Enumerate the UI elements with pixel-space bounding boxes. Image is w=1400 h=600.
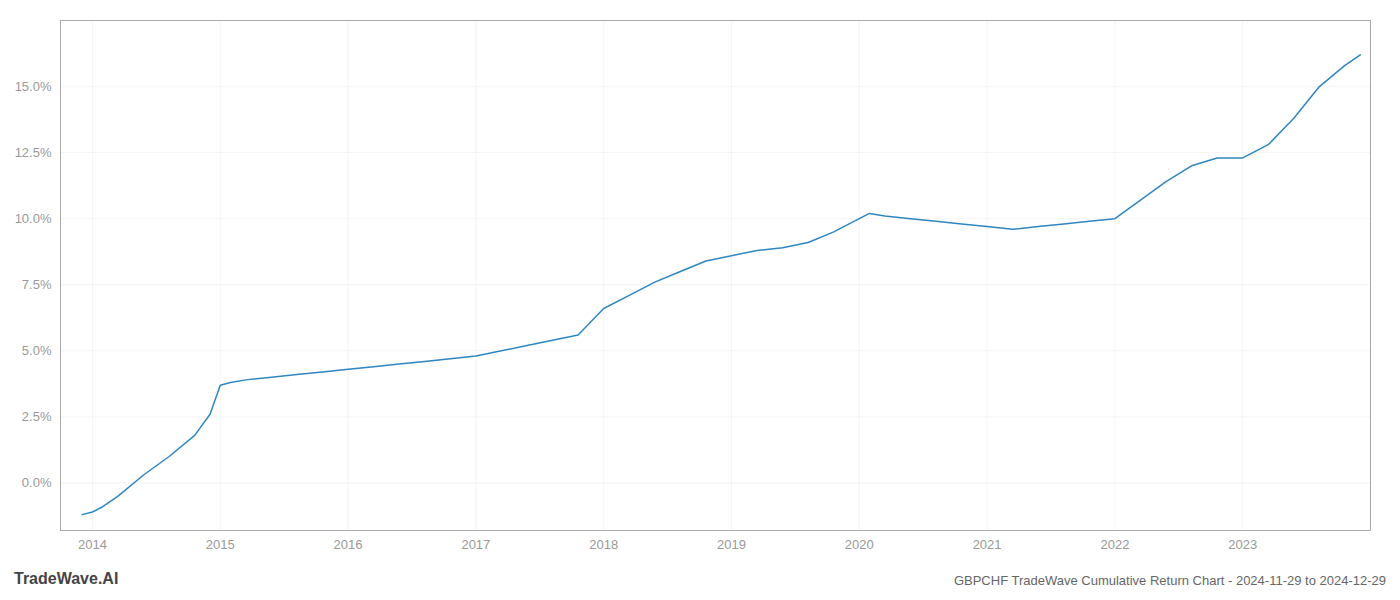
svg-text:2022: 2022 (1100, 537, 1129, 552)
svg-text:2014: 2014 (78, 537, 107, 552)
svg-text:2016: 2016 (334, 537, 363, 552)
svg-text:15.0%: 15.0% (15, 79, 52, 94)
svg-text:2019: 2019 (717, 537, 746, 552)
svg-text:2023: 2023 (1228, 537, 1257, 552)
svg-text:12.5%: 12.5% (15, 145, 52, 160)
svg-text:2015: 2015 (206, 537, 235, 552)
svg-text:7.5%: 7.5% (22, 277, 52, 292)
svg-text:10.0%: 10.0% (15, 211, 52, 226)
svg-text:2.5%: 2.5% (22, 409, 52, 424)
svg-text:2017: 2017 (461, 537, 490, 552)
html-text:GBPCHF TradeWave Cumulative Re: GBPCHF TradeWave Cumulative Return Chart… (953, 573, 1386, 588)
svg-text:2021: 2021 (973, 537, 1002, 552)
svg-text:2018: 2018 (589, 537, 618, 552)
svg-text:5.0%: 5.0% (22, 343, 52, 358)
html-text:TradeWave.AI: TradeWave.AI (14, 570, 119, 587)
svg-text:2020: 2020 (845, 537, 874, 552)
svg-text:0.0%: 0.0% (22, 475, 52, 490)
